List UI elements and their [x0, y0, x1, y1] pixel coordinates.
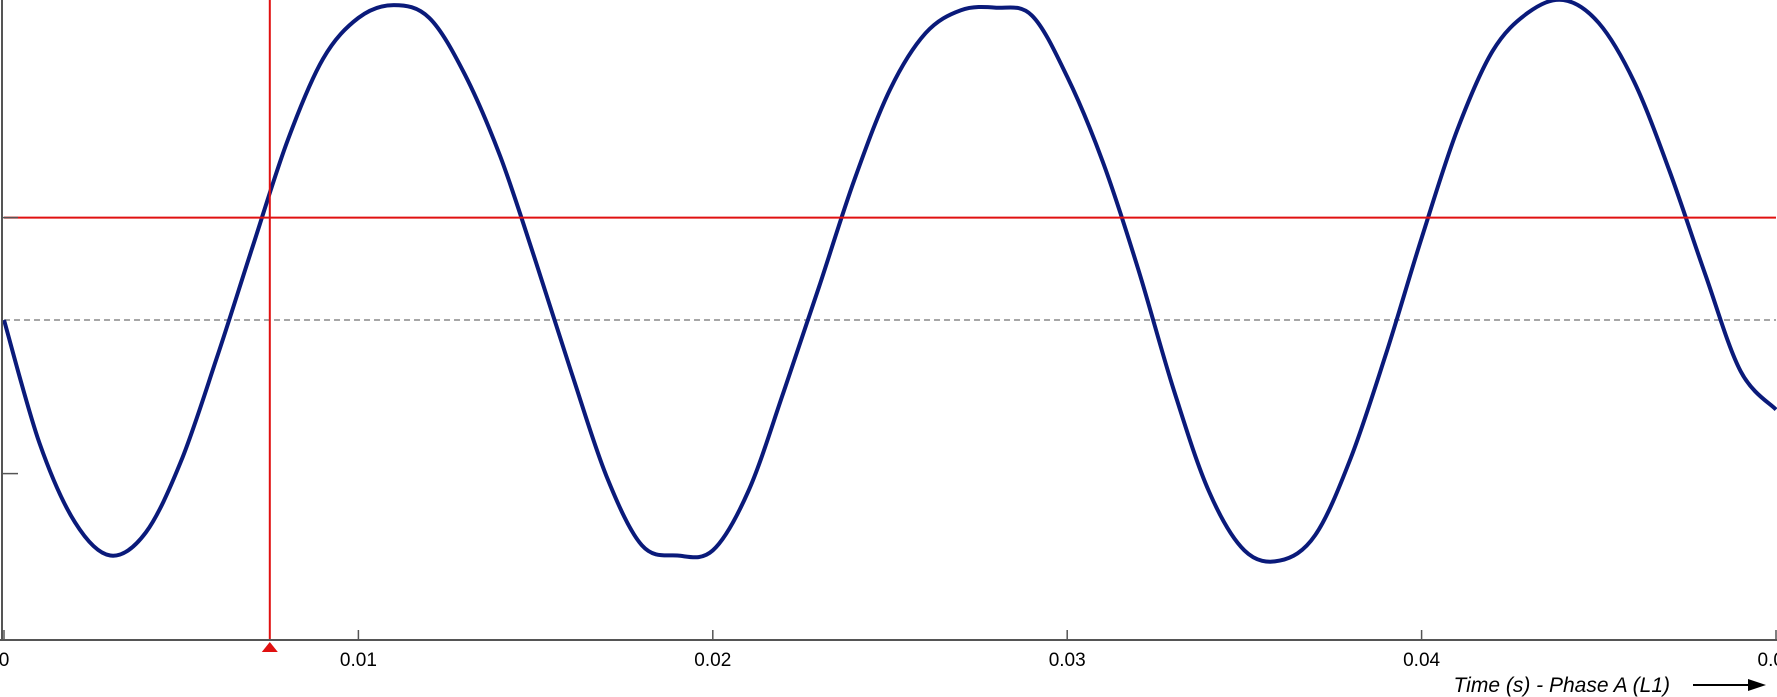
- series-line-0: [2, 0, 1777, 564]
- waveform-layer: [2, 0, 1777, 564]
- x-tick-label-2: 0.02: [694, 650, 731, 671]
- x-tick-label-5: 0.05: [1758, 650, 1777, 671]
- x-axis-arrow-icon: [1693, 679, 1766, 691]
- axis-layer: 0 0.01 0.02 0.03 0.04 0.05: [0, 0, 1777, 671]
- cursor-marker-icon: [261, 642, 278, 652]
- arrow-head: [1748, 679, 1766, 691]
- x-axis-title: Time (s) - Phase A (L1): [1454, 674, 1670, 697]
- cursor-layer[interactable]: [4, 0, 1776, 652]
- x-tick-label-0: 0: [0, 650, 9, 671]
- x-tick-label-1: 0.01: [340, 650, 377, 671]
- plot-area: [4, 319, 1776, 321]
- x-tick-label-3: 0.03: [1049, 650, 1086, 671]
- x-tick-label-4: 0.04: [1403, 650, 1440, 671]
